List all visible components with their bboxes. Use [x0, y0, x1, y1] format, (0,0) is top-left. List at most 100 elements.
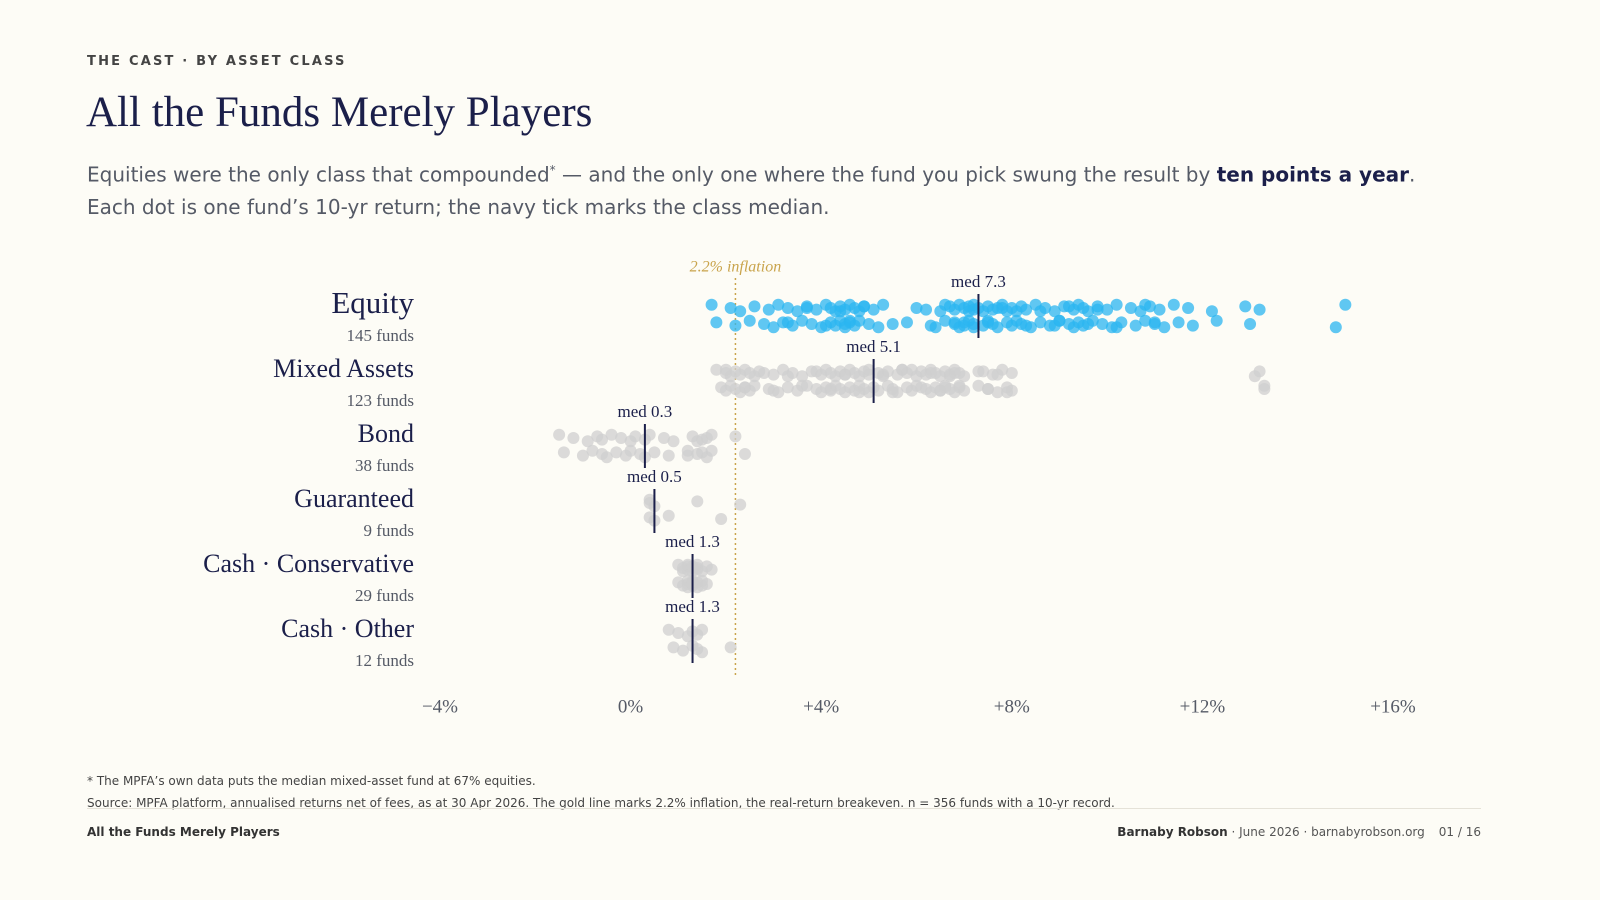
fund-dot: [667, 435, 680, 448]
footer-info: Barnaby Robson · June 2026 · barnabyrobs…: [1117, 825, 1481, 839]
fund-dot: [600, 451, 613, 464]
count-label: 29 funds: [355, 586, 414, 605]
fund-dot: [781, 302, 794, 314]
subtitle-text: Equities were the only class that compou…: [87, 162, 550, 187]
category-label: Equity: [331, 285, 414, 320]
note-mark: *: [549, 163, 556, 177]
fund-dot: [1244, 318, 1257, 330]
fund-dot: [1082, 305, 1095, 318]
fund-dot: [1096, 318, 1109, 330]
median-label: med 1.3: [665, 532, 720, 551]
fund-dot: [810, 303, 823, 316]
fund-dot: [1129, 319, 1142, 332]
fund-dot: [953, 379, 966, 392]
fund-dot: [896, 363, 909, 376]
x-tick-label: 0%: [618, 696, 644, 717]
fund-dot: [824, 383, 837, 395]
fund-dot: [567, 432, 580, 444]
title: All the Funds Merely Players: [86, 89, 593, 136]
fund-dot: [657, 432, 670, 444]
fund-dot: [1001, 305, 1014, 318]
fund-dot: [1167, 298, 1180, 311]
author: Barnaby Robson: [1117, 825, 1228, 839]
fund-dot: [748, 300, 761, 313]
fund-dot: [705, 563, 718, 576]
category-label: Cash · Conservative: [203, 549, 414, 578]
x-tick-label: +4%: [803, 696, 839, 717]
subtitle: Equities were the only class that compou…: [87, 154, 1415, 223]
fund-dot: [738, 381, 751, 394]
fund-dot: [691, 435, 704, 448]
fund-dot: [791, 305, 804, 318]
category-label: Guaranteed: [294, 484, 414, 513]
fund-dot: [667, 641, 680, 654]
fund-dot: [719, 363, 732, 376]
subtitle-emphasis: ten points a year: [1216, 162, 1410, 187]
median-label: med 1.3: [665, 597, 720, 616]
fund-dot: [662, 623, 675, 636]
fund-dot: [1110, 298, 1123, 311]
fund-dot: [862, 318, 875, 330]
fund-dot: [877, 368, 890, 381]
fund-dot: [734, 305, 747, 318]
fund-dot: [1091, 303, 1104, 316]
fund-dot: [886, 386, 899, 399]
fund-dot: [1020, 303, 1033, 316]
fund-dot: [834, 305, 847, 318]
fund-dot: [758, 367, 771, 379]
fund-dot: [576, 449, 589, 462]
fund-dot: [681, 449, 694, 462]
fund-dot: [872, 321, 885, 334]
footer-title: All the Funds Merely Players: [87, 825, 280, 839]
fund-dot: [767, 384, 780, 397]
fund-dot: [920, 303, 933, 316]
fund-dot: [705, 444, 718, 457]
fund-dot: [1148, 316, 1161, 329]
fund-dot: [939, 381, 952, 394]
fund-dot: [948, 316, 961, 329]
fund-dot: [939, 314, 952, 327]
fund-dot: [586, 444, 599, 457]
fund-dot: [700, 578, 713, 590]
fund-dot: [877, 298, 890, 311]
fund-dot: [662, 509, 675, 522]
fund-dot: [839, 368, 852, 381]
details: · June 2026 · barnabyrobson.org: [1227, 825, 1425, 839]
fund-dot: [767, 368, 780, 381]
fund-dot: [1124, 302, 1137, 314]
reference-label: 2.2% inflation: [690, 259, 782, 276]
fund-dot: [991, 368, 1004, 381]
fund-dot: [629, 430, 642, 443]
fund-dot: [700, 432, 713, 444]
fund-dot: [1258, 383, 1271, 395]
fund-dot: [696, 646, 709, 659]
fund-dot: [972, 365, 985, 378]
fund-dot: [1158, 321, 1171, 334]
fund-dot: [853, 314, 866, 327]
fund-dot: [781, 316, 794, 329]
fund-dot: [729, 430, 742, 443]
fund-dot: [872, 384, 885, 397]
fund-dot: [767, 321, 780, 334]
kicker: THE CAST · BY ASSET CLASS: [87, 54, 347, 69]
category-label: Cash · Other: [281, 614, 414, 643]
median-label: med 7.3: [951, 272, 1006, 291]
fund-dot: [615, 432, 628, 444]
fund-dot: [705, 298, 718, 311]
x-tick-label: +8%: [994, 696, 1030, 717]
footnotes: * The MPFA’s own data puts the median mi…: [87, 770, 1115, 814]
median-label: med 5.1: [846, 337, 901, 356]
fund-dot: [929, 321, 942, 334]
fund-dot: [991, 302, 1004, 314]
fund-dot: [772, 298, 785, 311]
fund-dot: [662, 449, 675, 462]
fund-dot: [991, 321, 1004, 334]
fund-dot: [1329, 321, 1342, 334]
fund-dot: [610, 446, 623, 459]
fund-dot: [948, 367, 961, 379]
fund-dot: [796, 379, 809, 392]
fund-dot: [810, 365, 823, 378]
fund-dot: [805, 318, 818, 330]
